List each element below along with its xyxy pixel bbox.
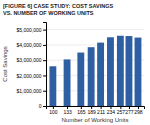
x-tick-label: 257 xyxy=(117,109,126,115)
y-tick-mark xyxy=(43,106,46,107)
x-tick: 277 xyxy=(125,106,134,115)
title: [FIGURE 6] CASE STUDY: COST SAVINGSVS. N… xyxy=(3,3,113,16)
x-tick: 165 xyxy=(77,106,86,115)
y-axis-line xyxy=(43,23,47,107)
x-tick: 257 xyxy=(117,106,126,115)
x-tick-label: 211 xyxy=(97,109,105,115)
title-line: [FIGURE 6] CASE STUDY: COST SAVINGS xyxy=(3,3,113,9)
y-tick-label: $3,000,000 xyxy=(16,57,41,63)
bar xyxy=(126,36,133,106)
x-tick-label: 298 xyxy=(134,109,143,115)
x-tick-label: 234 xyxy=(107,109,116,115)
y-tick-mark xyxy=(43,75,46,76)
bar xyxy=(117,36,124,106)
x-axis-title: Number of Working Units xyxy=(62,117,129,123)
y-tick: $1,000,000 xyxy=(16,88,46,94)
x-axis: 100 133 165189211234257277298 xyxy=(47,106,145,115)
grid-line xyxy=(46,29,144,30)
y-tick-mark xyxy=(43,91,46,92)
x-tick: 298 xyxy=(134,106,143,115)
bar xyxy=(77,53,84,106)
y-tick: $4,000,000 xyxy=(16,42,46,48)
y-tick-mark xyxy=(43,45,46,46)
x-tick-label: 133 xyxy=(63,109,72,115)
y-tick: $3,000,000 xyxy=(16,57,46,63)
y-axis: 0 $1,000,000 $2,000,000 $3,000,000 $4,000,00… xyxy=(16,23,46,110)
grid xyxy=(46,30,144,106)
title-line: VS. NUMBER OF WORKING UNITS xyxy=(3,10,94,16)
bar xyxy=(107,37,114,106)
y-tick-label: $2,000,000 xyxy=(16,73,41,79)
x-tick: 211 xyxy=(97,106,105,115)
x-tick: 100 xyxy=(49,106,58,115)
y-tick: $5,000,000 xyxy=(16,27,46,33)
y-tick-label: 0 xyxy=(39,103,42,109)
bar xyxy=(49,66,56,106)
x-tick: 133 xyxy=(63,106,72,115)
y-axis-title: Cost Savings xyxy=(2,46,8,81)
y-tick-mark xyxy=(43,60,46,61)
bar xyxy=(64,59,71,106)
y-tick-mark xyxy=(43,30,46,31)
chart: 100 133 165189211234257277298 0 $1,000,000 $2… xyxy=(0,0,150,125)
bar xyxy=(88,47,95,106)
x-tick: 234 xyxy=(107,106,116,115)
y-tick-label: $4,000,000 xyxy=(16,42,41,48)
plot-area xyxy=(49,36,141,106)
x-tick-label: 100 xyxy=(49,109,58,115)
bar xyxy=(135,38,142,106)
x-tick-label: 189 xyxy=(87,109,96,115)
y-tick-label: $5,000,000 xyxy=(16,27,41,33)
y-tick-label: $1,000,000 xyxy=(16,88,41,94)
x-tick: 189 xyxy=(87,106,96,115)
x-tick-label: 277 xyxy=(125,109,134,115)
x-tick-label: 165 xyxy=(77,109,86,115)
bar xyxy=(97,43,104,106)
y-tick: $2,000,000 xyxy=(16,73,46,79)
y-tick: 0 xyxy=(39,103,46,109)
